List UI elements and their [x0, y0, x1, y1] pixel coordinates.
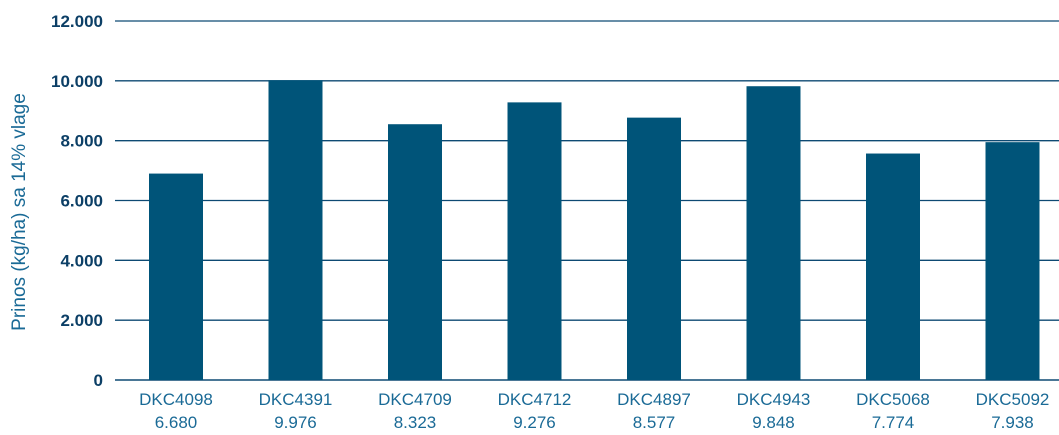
bar-dkc4098: [149, 173, 203, 380]
bar-dkc4943: [746, 86, 801, 381]
bars: [149, 80, 1040, 381]
x-category-label: DKC4712: [498, 390, 572, 409]
x-value-label: 7.774: [872, 413, 915, 432]
x-category-label: DKC5092: [976, 390, 1050, 409]
x-category-label: DKC4391: [259, 390, 333, 409]
y-tick-label: 2.000: [60, 311, 103, 330]
bar-dkc5068: [866, 153, 920, 380]
x-value-label: 6.680: [155, 413, 198, 432]
x-category-label: DKC4709: [378, 390, 452, 409]
y-axis-label: Prinos (kg/ha) sa 14% vlage: [9, 93, 30, 331]
y-tick-label: 10.000: [51, 72, 103, 91]
y-axis-ticks: 0 2.000 4.000 6.000 8.000 10.000 12.000: [51, 12, 103, 390]
bar-dkc4709: [388, 124, 442, 381]
x-value-label: 9.976: [274, 413, 317, 432]
x-axis-labels: DKC4098 6.680 DKC4391 9.976 DKC4709 8.323 DKC4…: [139, 390, 1049, 432]
x-value-label: 9.276: [513, 413, 556, 432]
bar-dkc4712: [507, 102, 562, 380]
x-value-label: 7.938: [991, 413, 1034, 432]
y-tick-label: 8.000: [60, 132, 103, 151]
x-value-label: 9.848: [752, 413, 795, 432]
x-category-label: DKC5068: [856, 390, 930, 409]
x-category-label: DKC4897: [617, 390, 691, 409]
bar-dkc4391: [268, 80, 323, 381]
x-category-label: DKC4098: [139, 390, 213, 409]
y-tick-label: 6.000: [60, 192, 103, 211]
y-tick-label: 0: [94, 371, 103, 390]
bar-dkc4897: [627, 117, 681, 381]
bar-dkc5092: [985, 142, 1040, 380]
y-tick-label: 4.000: [60, 251, 103, 270]
y-tick-label: 12.000: [51, 12, 103, 31]
x-category-label: DKC4943: [737, 390, 811, 409]
x-value-label: 8.577: [633, 413, 676, 432]
x-value-label: 8.323: [394, 413, 437, 432]
